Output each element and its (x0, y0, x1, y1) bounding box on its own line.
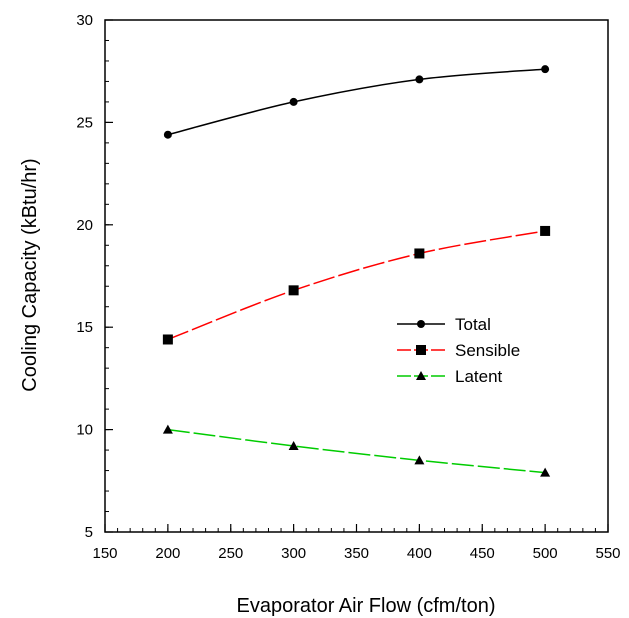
x-tick-label: 350 (344, 545, 369, 562)
series-sensible (162, 225, 551, 345)
ticks: 150 200 250 300 350 400 450 500 550 5 10 15 20 25 30 (76, 12, 620, 562)
data-point (540, 467, 551, 477)
x-tick-label: 300 (281, 545, 306, 562)
legend-marker (416, 345, 426, 355)
y-axis-title: Cooling Capacity (kBtu/hr) (19, 158, 41, 391)
y-tick-label: 30 (76, 12, 93, 29)
data-point (162, 334, 173, 345)
data-point (414, 455, 425, 465)
y-tick-label: 25 (76, 114, 93, 131)
legend-entry: Total (397, 315, 491, 334)
legend-label: Total (455, 315, 491, 334)
legend: Total Sensible Latent (397, 315, 520, 386)
data-point (288, 285, 299, 296)
series-latent (162, 424, 551, 477)
data-point (289, 97, 298, 106)
x-tick-label: 500 (533, 545, 558, 562)
x-tick-label: 450 (470, 545, 495, 562)
y-tick-label: 10 (76, 422, 93, 439)
legend-label: Sensible (455, 341, 520, 360)
x-tick-label: 200 (155, 545, 180, 562)
data-point (288, 440, 299, 450)
x-tick-label: 250 (218, 545, 243, 562)
series-line (167, 428, 546, 474)
data-point (163, 130, 172, 139)
x-axis-title: Evaporator Air Flow (cfm/ton) (237, 595, 496, 617)
series-line (167, 68, 546, 136)
x-tick-label: 150 (92, 545, 117, 562)
legend-marker (416, 371, 426, 380)
legend-label: Latent (455, 367, 503, 386)
data-point (540, 225, 551, 236)
data-point (541, 65, 550, 74)
series-total (163, 65, 550, 139)
series (162, 65, 551, 477)
legend-entry: Latent (397, 367, 503, 386)
x-tick-label: 400 (407, 545, 432, 562)
y-tick-label: 5 (85, 524, 93, 541)
x-tick-label: 550 (595, 545, 620, 562)
y-tick-label: 15 (76, 319, 93, 336)
data-point (414, 248, 425, 259)
legend-entry: Sensible (397, 341, 520, 360)
y-tick-label: 20 (76, 217, 93, 234)
data-point (415, 75, 424, 84)
series-line (167, 230, 546, 341)
plot-frame (104, 19, 609, 533)
legend-marker (417, 320, 425, 328)
data-point (162, 424, 173, 434)
axes (104, 19, 609, 533)
